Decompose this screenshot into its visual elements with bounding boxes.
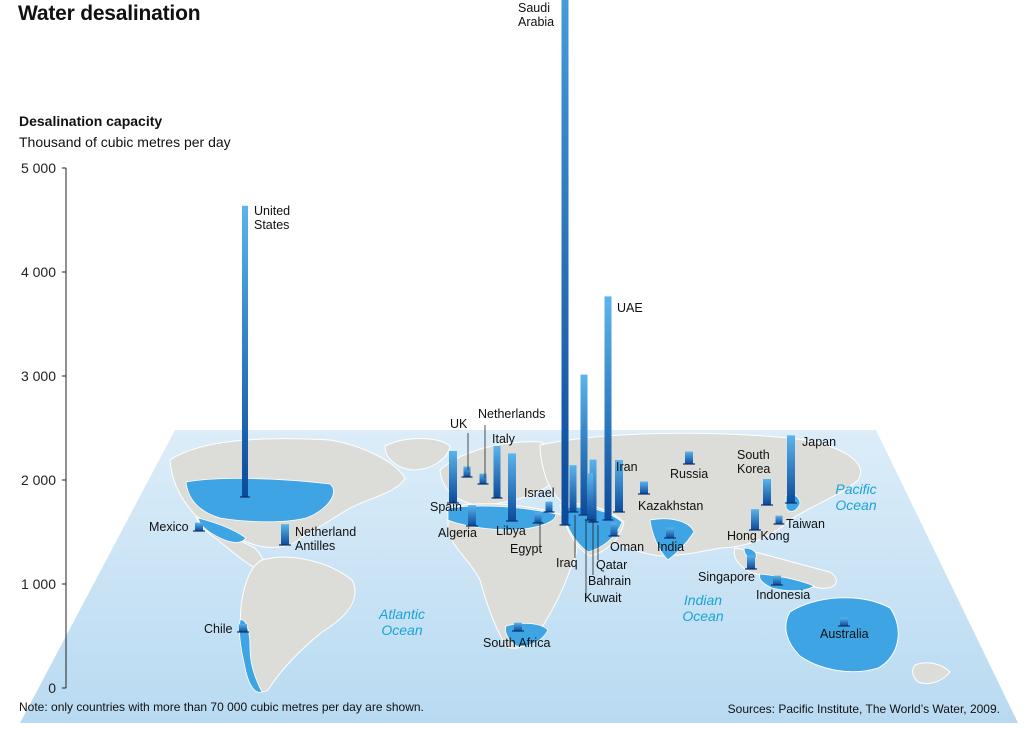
label-spain: Spain (430, 500, 462, 514)
label-saudi-arabia: Saudi Arabia (518, 1, 554, 29)
bar-japan (787, 435, 795, 503)
land-new-zealand (912, 662, 951, 685)
footnote: Note: only countries with more than 70 0… (19, 700, 424, 714)
label-qatar: Qatar (596, 558, 627, 572)
label-south-korea: South Korea (737, 448, 770, 476)
ocean-label-pacific-ocean: Pacific Ocean (835, 481, 876, 513)
bar-iraq (569, 465, 577, 512)
y-tick-label: 4 000 (21, 264, 56, 280)
bar-bahrain (587, 473, 593, 520)
land-south-america (239, 556, 356, 692)
label-chile: Chile (204, 622, 233, 636)
label-united-states: United States (254, 204, 290, 232)
bar-russia (685, 451, 693, 464)
label-uae: UAE (617, 301, 643, 315)
bar-indonesia (773, 575, 781, 585)
bar-spain (449, 451, 457, 503)
region-chile (239, 619, 263, 693)
y-tick-label: 2 000 (21, 472, 56, 488)
page-title: Water desalination (18, 2, 201, 25)
label-israel: Israel (524, 486, 555, 500)
label-singapore: Singapore (698, 570, 755, 584)
label-layer: Saudi Arabia United States UAE Kuwait Libya Jap… (149, 1, 869, 650)
label-mexico: Mexico (149, 520, 189, 534)
label-south-africa: South Africa (483, 636, 550, 650)
y-axis-title: Desalination capacity (19, 113, 163, 129)
label-italy: Italy (492, 432, 516, 446)
bar-uae (604, 296, 612, 520)
bar-italy (493, 446, 501, 498)
bar-oman (610, 522, 618, 536)
land-greenland (384, 438, 451, 471)
label-taiwan: Taiwan (786, 517, 825, 531)
label-algeria: Algeria (438, 526, 477, 540)
label-iraq: Iraq (556, 556, 578, 570)
label-indonesia: Indonesia (756, 588, 810, 602)
label-uk: UK (450, 417, 468, 431)
bar-singapore (747, 555, 755, 569)
label-netherland-antilles: Netherland Antilles (295, 525, 356, 553)
bar-mexico (195, 522, 203, 531)
bar-iran (615, 460, 623, 512)
bar-libya (508, 453, 516, 521)
label-russia: Russia (670, 467, 708, 481)
bar-chile (239, 624, 247, 632)
region-australia (785, 597, 899, 672)
label-hong-kong: Hong Kong (727, 529, 790, 543)
ocean-label-atlantic-ocean: Atlantic Ocean (378, 606, 425, 638)
label-japan: Japan (802, 435, 836, 449)
y-axis: 0 1 000 2 000 3 000 4 000 5 000 (21, 160, 67, 696)
bar-australia (840, 617, 848, 626)
bar-india (666, 527, 674, 538)
label-india: India (657, 540, 684, 554)
source-note: Sources: Pacific Institute, The World’s … (727, 702, 1000, 716)
label-egypt: Egypt (510, 542, 542, 556)
y-axis-unit: Thousand of cubic metres per day (19, 134, 231, 150)
label-oman: Oman (610, 540, 644, 554)
bar-united-states (242, 205, 248, 498)
bar-hong-kong (751, 509, 759, 530)
bar-netherlands (479, 473, 487, 484)
bar-algeria (468, 505, 476, 526)
label-iran: Iran (616, 460, 638, 474)
region-united-states (185, 477, 334, 523)
bar-south-korea (763, 479, 771, 505)
bar-netherland-antilles (281, 524, 289, 545)
bar-kazakhstan (640, 481, 648, 494)
label-kazakhstan: Kazakhstan (638, 499, 703, 513)
ocean-label-indian-ocean: Indian Ocean (682, 592, 723, 624)
bar-taiwan (775, 515, 783, 524)
bar-egypt (534, 512, 542, 523)
y-tick-label: 1 000 (21, 576, 56, 592)
y-tick-label: 0 (48, 680, 56, 696)
label-australia: Australia (820, 627, 869, 641)
bar-uk (463, 466, 471, 477)
region-india (649, 518, 695, 561)
bar-saudi-arabia (561, 0, 569, 525)
label-bahrain: Bahrain (588, 574, 631, 588)
region-mexico (197, 517, 247, 543)
label-kuwait: Kuwait (584, 591, 622, 605)
bar-kuwait (580, 374, 588, 515)
y-tick-label: 5 000 (21, 160, 56, 176)
label-netherlands: Netherlands (478, 407, 545, 421)
bar-israel (545, 501, 553, 512)
bar-south-africa (514, 622, 522, 631)
y-tick-label: 3 000 (21, 368, 56, 384)
bar-layer (193, 0, 850, 633)
ocean-labels: Atlantic Ocean Indian Ocean Pacific Ocean (378, 481, 877, 638)
label-libya: Libya (496, 524, 526, 538)
land-southeast-asia (733, 547, 837, 589)
